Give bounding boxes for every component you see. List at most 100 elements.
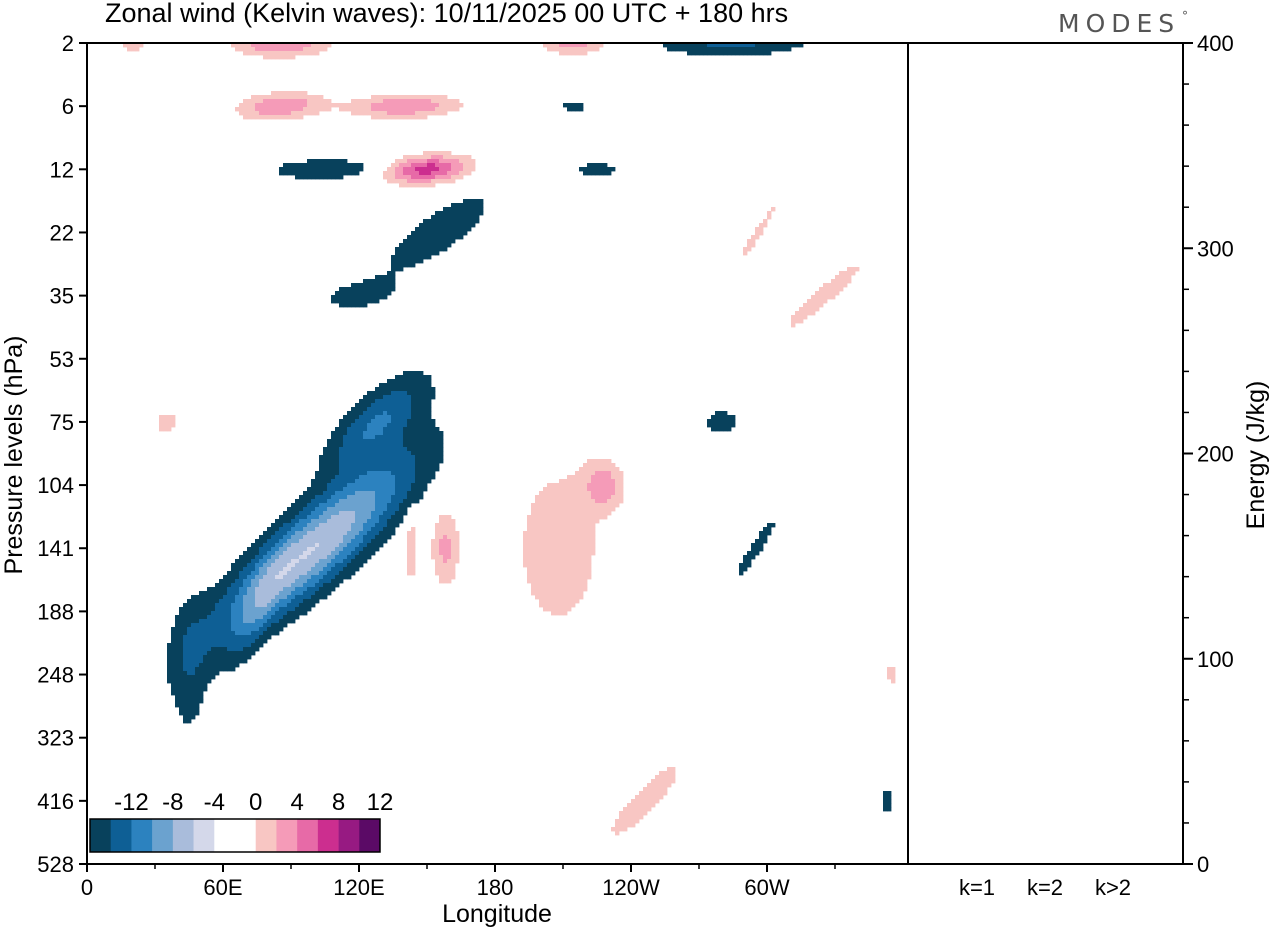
heatmap-cell	[391, 463, 396, 468]
heatmap-cell	[311, 483, 316, 488]
heatmap-cell	[215, 659, 220, 664]
heatmap-cell	[303, 551, 308, 556]
heatmap-cell	[459, 231, 464, 236]
heatmap-cell	[371, 515, 376, 520]
heatmap-cell	[183, 691, 188, 696]
heatmap-cell	[255, 47, 260, 52]
heatmap-cell	[603, 463, 608, 468]
heatmap-cell	[291, 619, 296, 624]
heatmap-cell	[199, 679, 204, 684]
heatmap-cell	[535, 595, 540, 600]
heatmap-cell	[431, 179, 436, 184]
heatmap-cell	[555, 567, 560, 572]
heatmap-cell	[247, 111, 252, 116]
heatmap-cell	[375, 499, 380, 504]
heatmap-cell	[383, 107, 388, 112]
heatmap-cell	[367, 279, 372, 284]
heatmap-cell	[635, 803, 640, 808]
heatmap-cell	[283, 163, 288, 168]
heatmap-cell	[375, 491, 380, 496]
heatmap-cell	[339, 451, 344, 456]
heatmap-cell	[371, 479, 376, 484]
heatmap-cell	[191, 663, 196, 668]
heatmap-cell	[815, 299, 820, 304]
heatmap-cell	[375, 535, 380, 540]
heatmap-cell	[639, 799, 644, 804]
heatmap-cell	[455, 203, 460, 208]
heatmap-cell	[467, 227, 472, 232]
heatmap-cell	[267, 107, 272, 112]
heatmap-cell	[439, 563, 444, 568]
heatmap-cell	[539, 499, 544, 504]
heatmap-cell	[403, 243, 408, 248]
heatmap-cell	[339, 495, 344, 500]
heatmap-cell	[275, 615, 280, 620]
heatmap-cell	[427, 415, 432, 420]
heatmap-cell	[723, 411, 728, 416]
heatmap-cell	[191, 619, 196, 624]
heatmap-cell	[583, 563, 588, 568]
heatmap-cell	[403, 443, 408, 448]
heatmap-cell	[211, 635, 216, 640]
heatmap-cell	[367, 555, 372, 560]
heatmap-cell	[435, 523, 440, 528]
heatmap-cell	[595, 491, 600, 496]
heatmap-cell	[191, 659, 196, 664]
heatmap-cell	[259, 595, 264, 600]
heatmap-cell	[447, 519, 452, 524]
heatmap-cell	[407, 495, 412, 500]
colorbar-swatch	[172, 819, 194, 852]
heatmap-cell	[199, 639, 204, 644]
heatmap-cell	[599, 167, 604, 172]
heatmap-cell	[755, 551, 760, 556]
heatmap-cell	[803, 303, 808, 308]
x-tick-label: 60W	[744, 875, 789, 900]
heatmap-cell	[423, 391, 428, 396]
heatmap-cell	[383, 495, 388, 500]
heatmap-cell	[395, 115, 400, 120]
heatmap-cell	[319, 159, 324, 164]
heatmap-cell	[667, 779, 672, 784]
heatmap-cell	[287, 163, 292, 168]
heatmap-cell	[367, 479, 372, 484]
heatmap-cell	[707, 423, 712, 428]
heatmap-cell	[571, 495, 576, 500]
heatmap-cell	[275, 103, 280, 108]
heatmap-cell	[375, 103, 380, 108]
heatmap-cell	[319, 511, 324, 516]
heatmap-cell	[279, 167, 284, 172]
heatmap-cell	[567, 531, 572, 536]
heatmap-cell	[251, 559, 256, 564]
heatmap-cell	[359, 463, 364, 468]
heatmap-cell	[343, 167, 348, 172]
heatmap-cell	[323, 559, 328, 564]
heatmap-cell	[659, 779, 664, 784]
heatmap-cell	[555, 607, 560, 612]
heatmap-cell	[227, 643, 232, 648]
heatmap-cell	[323, 99, 328, 104]
heatmap-cell	[555, 599, 560, 604]
heatmap-cell	[403, 107, 408, 112]
heatmap-cell	[343, 451, 348, 456]
heatmap-cell	[259, 599, 264, 604]
heatmap-cell	[571, 587, 576, 592]
heatmap-cell	[359, 543, 364, 548]
heatmap-cell	[391, 519, 396, 524]
heatmap-cell	[395, 479, 400, 484]
heatmap-cell	[291, 547, 296, 552]
heatmap-cell	[415, 443, 420, 448]
heatmap-cell	[375, 455, 380, 460]
y-tick-label: 53	[50, 347, 74, 372]
heatmap-cell	[463, 159, 468, 164]
heatmap-cell	[431, 463, 436, 468]
heatmap-cell	[367, 427, 372, 432]
heatmap-cell	[391, 267, 396, 272]
heatmap-cell	[439, 459, 444, 464]
heatmap-cell	[295, 175, 300, 180]
heatmap-cell	[379, 535, 384, 540]
colorbar-swatch	[193, 819, 215, 852]
heatmap-cell	[603, 515, 608, 520]
heatmap-cell	[403, 395, 408, 400]
heatmap-cell	[467, 159, 472, 164]
heatmap-cell	[343, 475, 348, 480]
